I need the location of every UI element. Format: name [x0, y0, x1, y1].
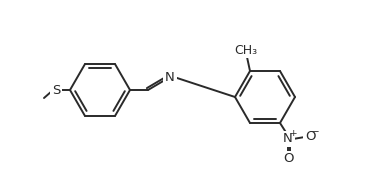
Text: N: N — [283, 132, 293, 145]
Text: N: N — [165, 70, 175, 83]
Text: +: + — [289, 130, 296, 139]
Text: O: O — [305, 130, 315, 144]
Text: S: S — [52, 83, 60, 97]
Text: O: O — [283, 152, 293, 165]
Text: −: − — [311, 127, 320, 137]
Text: CH₃: CH₃ — [234, 43, 258, 57]
